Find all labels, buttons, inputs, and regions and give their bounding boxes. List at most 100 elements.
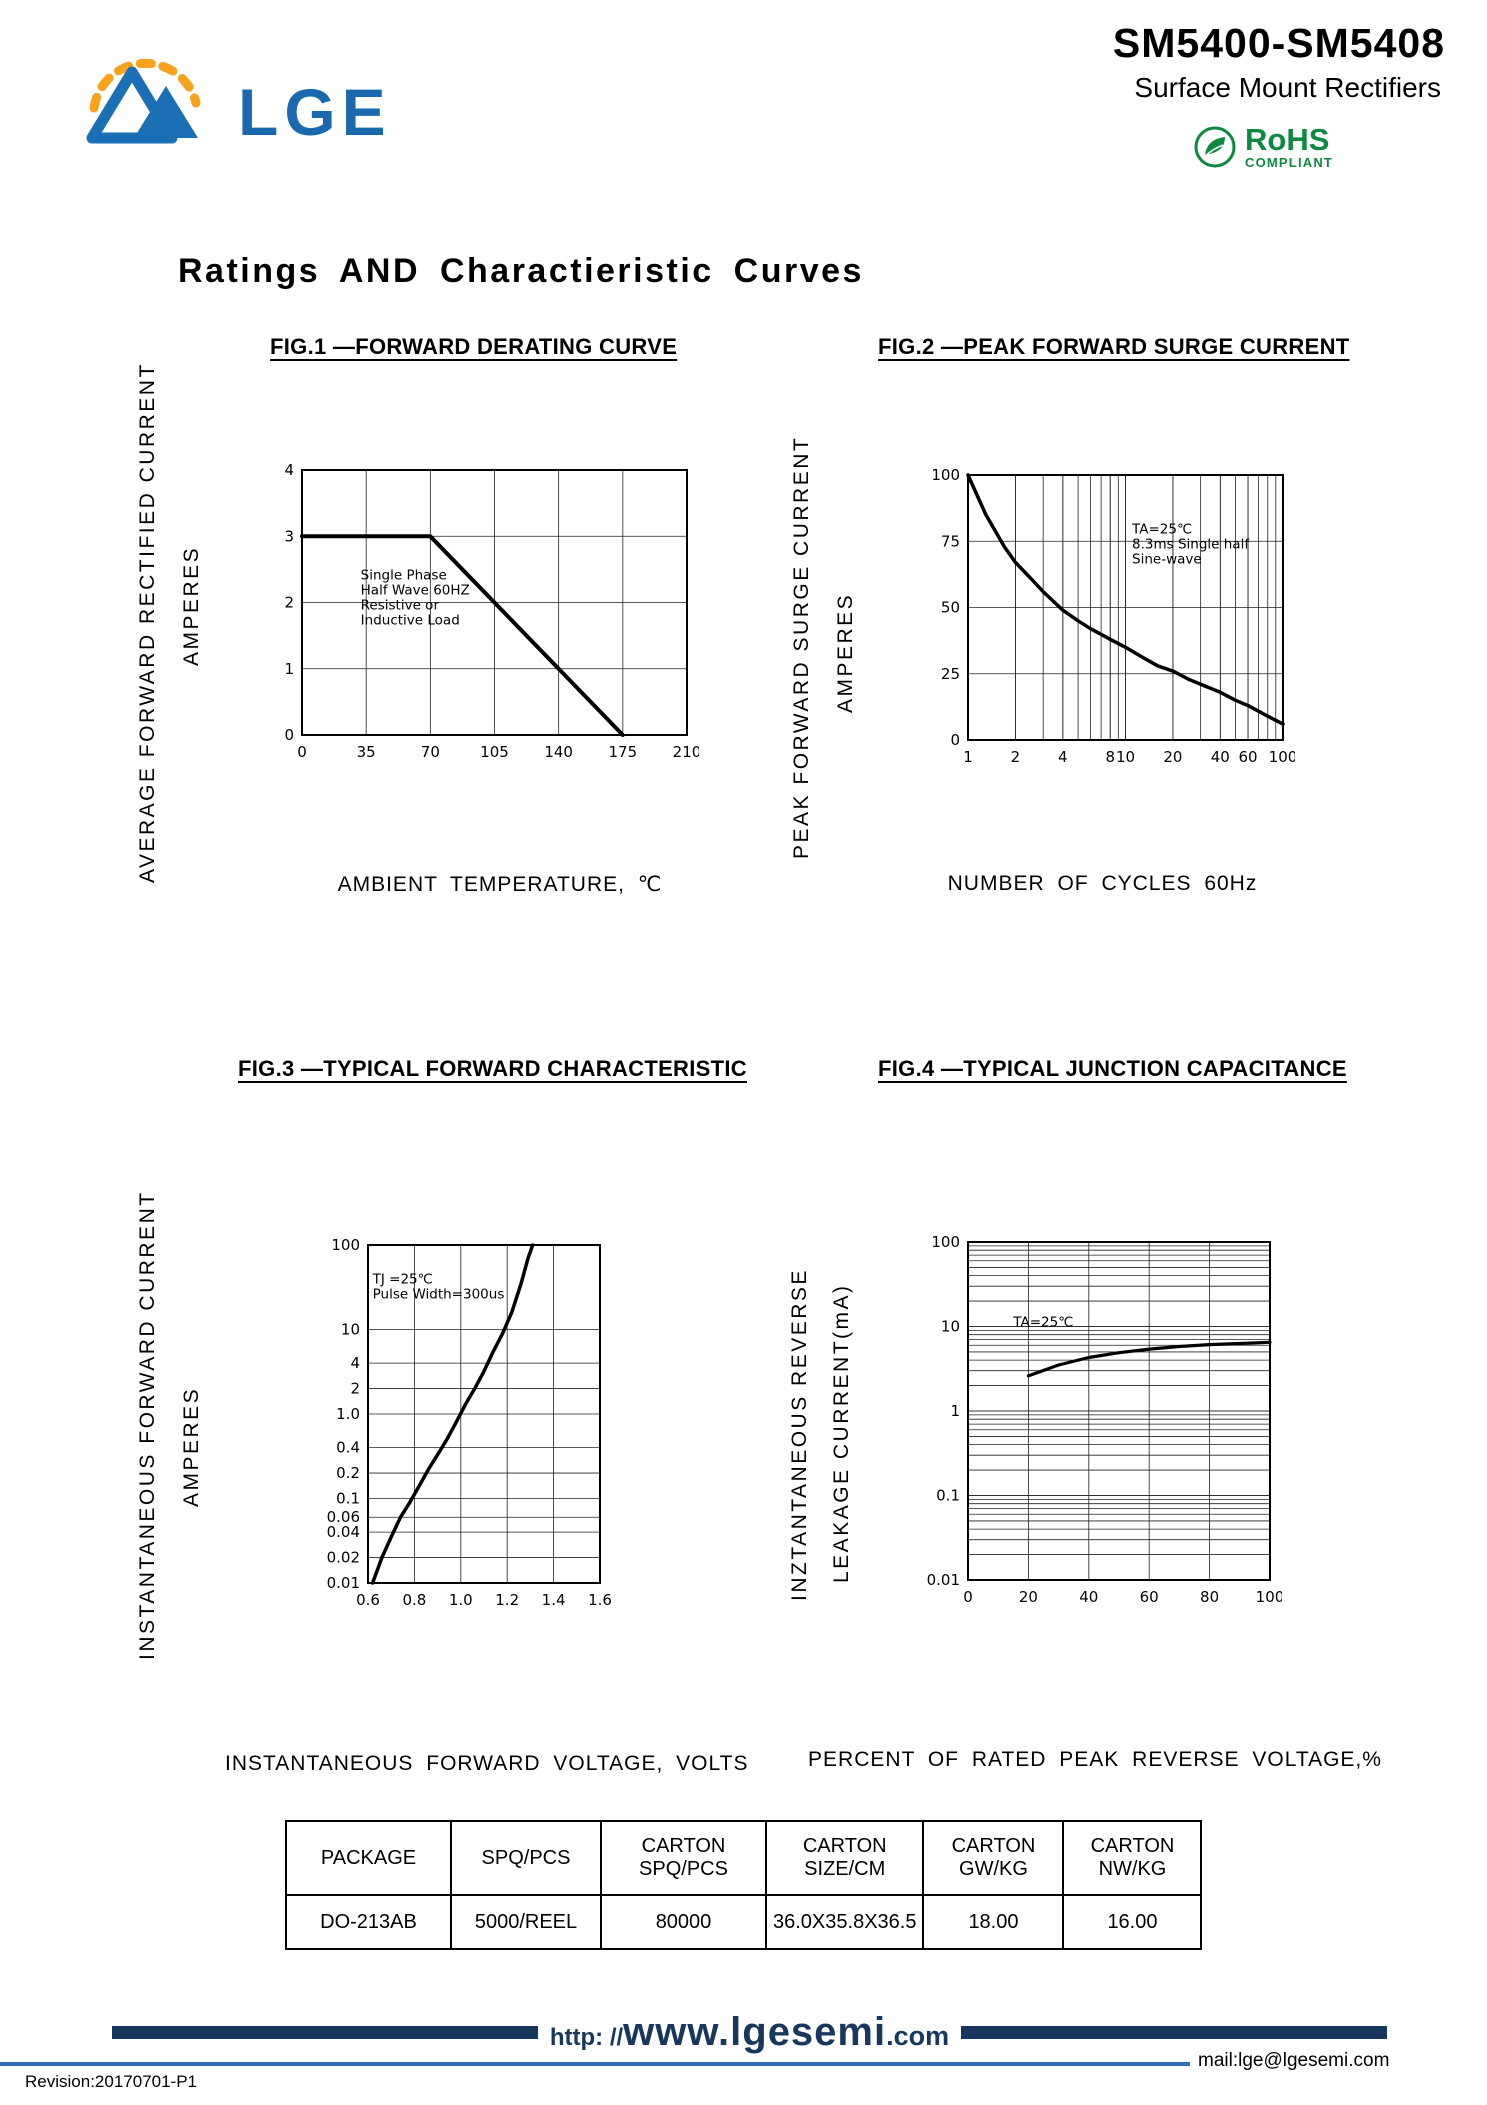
svg-text:8: 8 [1105, 748, 1115, 766]
svg-text:Inductive Load: Inductive Load [361, 612, 460, 628]
table-header-spq: SPQ/PCS [450, 1820, 602, 1896]
svg-text:1: 1 [963, 748, 973, 766]
svg-text:1.6: 1.6 [588, 1591, 612, 1609]
figure-2-y-axis-unit: AMPERES [834, 592, 857, 714]
svg-text:Half Wave 60HZ: Half Wave 60HZ [361, 582, 470, 598]
figure-3-title: FIG.3 —TYPICAL FORWARD CHARACTERISTIC [238, 1056, 747, 1081]
table-header-carton-nw: CARTON NW/KG [1062, 1820, 1203, 1896]
svg-text:Pulse Width=300us: Pulse Width=300us [373, 1287, 505, 1303]
svg-text:0.6: 0.6 [356, 1591, 380, 1609]
svg-text:80: 80 [1200, 1588, 1219, 1606]
svg-text:3: 3 [284, 527, 294, 545]
svg-text:0.1: 0.1 [936, 1487, 960, 1505]
svg-text:25: 25 [941, 665, 960, 683]
svg-text:0: 0 [284, 726, 294, 744]
svg-text:1.2: 1.2 [495, 1591, 519, 1609]
svg-text:0.01: 0.01 [327, 1574, 360, 1592]
svg-text:Sine-wave: Sine-wave [1132, 551, 1202, 567]
svg-text:0: 0 [297, 743, 307, 761]
svg-text:20: 20 [1163, 748, 1182, 766]
table-cell-carton-gw: 18.00 [922, 1894, 1065, 1950]
figure-4-chart: 0 20 40 60 80 100 100 10 1 0.1 0.01 TA=25℃ [913, 1230, 1285, 1619]
figure-3-x-axis-label: INSTANTANEOUS FORWARD VOLTAGE, VOLTS [225, 1752, 749, 1775]
figure-1-chart: 0 35 70 105 140 175 210 0 1 2 3 4 Single Phase Half W… [247, 458, 701, 774]
footer-url-suffix: .com [886, 2020, 950, 2051]
figure-3-chart: 0.6 0.8 1.0 1.2 1.4 1.6 100 10 4 2 1.0 0.4 0.2 0.1 0.0… [313, 1233, 612, 1622]
svg-text:TA=25℃: TA=25℃ [1012, 1315, 1073, 1331]
footer-url[interactable]: http: //www.lgesemi .com [550, 2010, 949, 2055]
svg-text:TJ =25℃: TJ =25℃ [372, 1272, 433, 1288]
svg-text:1: 1 [284, 660, 294, 678]
svg-text:60: 60 [1239, 748, 1258, 766]
figure-1-x-axis-label: AMBIENT TEMPERATURE, ℃ [337, 873, 663, 896]
rohs-leaf-icon [1194, 126, 1236, 168]
svg-text:Single Phase: Single Phase [361, 567, 447, 583]
footer-mail[interactable]: mail:lge@lgesemi.com [1198, 2050, 1390, 2071]
footer-divider-line [0, 2062, 1190, 2066]
svg-text:0.06: 0.06 [327, 1508, 360, 1526]
rohs-title: RoHS [1245, 122, 1330, 157]
figure-2-chart: 1 2 4 8 10 20 40 60 100 0 25 50 75 100 TA=25℃ 8.3ms Sin… [913, 463, 1297, 779]
rohs-badge: RoHS COMPLIANT [1193, 124, 1333, 171]
table-header-carton-spq: CARTON SPQ/PCS [600, 1820, 767, 1896]
svg-text:0.02: 0.02 [327, 1549, 360, 1567]
table-header-package: PACKAGE [285, 1820, 452, 1896]
table-header-carton-size: CARTON SIZE/CM [764, 1820, 925, 1896]
header-logo [70, 28, 240, 153]
table-cell-spq: 5000/REEL [450, 1894, 602, 1950]
figure-3-y-axis-unit: AMPERES [180, 1386, 203, 1508]
svg-text:40: 40 [1079, 1588, 1098, 1606]
figure-2-x-axis-label: NUMBER OF CYCLES 60Hz [947, 872, 1258, 895]
svg-text:100: 100 [1269, 748, 1295, 766]
logo-text: LGE [238, 75, 392, 149]
footer-url-bar-right [961, 2025, 1387, 2039]
svg-text:2: 2 [284, 594, 294, 612]
table-cell-carton-nw: 16.00 [1062, 1894, 1203, 1950]
svg-text:2: 2 [350, 1380, 360, 1398]
svg-text:40: 40 [1211, 748, 1230, 766]
figure-1-y-axis-unit: AMPERES [180, 545, 203, 666]
svg-text:0: 0 [963, 1588, 973, 1606]
figure-4-x-axis-label: PERCENT OF RATED PEAK REVERSE VOLTAGE,% [808, 1748, 1382, 1771]
figure-4-y-axis-unit: LEAKAGE CURRENT(mA) [830, 1283, 853, 1584]
svg-text:0.04: 0.04 [327, 1523, 360, 1541]
svg-text:70: 70 [421, 743, 440, 761]
footer-revision: Revision:20170701-P1 [25, 2072, 198, 2091]
svg-text:100: 100 [331, 1236, 360, 1254]
svg-text:1: 1 [950, 1402, 960, 1420]
table-header-row: PACKAGE SPQ/PCS CARTON SPQ/PCS CARTON SI… [285, 1820, 1203, 1896]
svg-text:100: 100 [1256, 1588, 1282, 1606]
figure-4-y-axis-label: INZTANTANEOUS REVERSE [788, 1268, 811, 1601]
svg-text:10: 10 [1116, 748, 1135, 766]
svg-text:Resistive or: Resistive or [361, 597, 440, 613]
figure-2-title: FIG.2 —PEAK FORWARD SURGE CURRENT [878, 334, 1350, 359]
svg-text:10: 10 [941, 1318, 960, 1336]
svg-text:2: 2 [1011, 748, 1021, 766]
footer-url-bar-left [112, 2025, 538, 2039]
logo-sun-mountain-icon [86, 58, 201, 144]
svg-text:100: 100 [931, 1233, 960, 1251]
table-cell-package: DO-213AB [285, 1894, 452, 1950]
svg-text:50: 50 [941, 599, 960, 617]
chart-canvas: 0 20 40 60 80 100 100 10 1 0.1 0.01 TA=25℃ [927, 1233, 1285, 1606]
svg-text:0.8: 0.8 [402, 1591, 426, 1609]
part-number: SM5400-SM5408 [1112, 20, 1445, 66]
svg-text:140: 140 [544, 743, 573, 761]
svg-text:4: 4 [284, 461, 294, 479]
figure-4-title: FIG.4 —TYPICAL JUNCTION CAPACITANCE [878, 1056, 1347, 1081]
svg-text:0.01: 0.01 [927, 1571, 960, 1589]
svg-text:175: 175 [609, 743, 638, 761]
svg-text:0.1: 0.1 [336, 1490, 360, 1508]
rohs-compliant-label: COMPLIANT [1245, 155, 1334, 170]
svg-text:0.4: 0.4 [336, 1439, 360, 1457]
packing-table: PACKAGE SPQ/PCS CARTON SPQ/PCS CARTON SI… [285, 1820, 1203, 1950]
footer-url-row: http: //www.lgesemi .com [112, 2008, 1387, 2056]
svg-text:1.4: 1.4 [542, 1591, 566, 1609]
figure-1-title: FIG.1 —FORWARD DERATING CURVE [270, 334, 678, 359]
footer-url-prefix: http: // [549, 2023, 624, 2051]
table-cell-carton-spq: 80000 [600, 1894, 767, 1950]
svg-text:8.3ms Single half: 8.3ms Single half [1132, 536, 1250, 552]
svg-text:60: 60 [1140, 1588, 1159, 1606]
